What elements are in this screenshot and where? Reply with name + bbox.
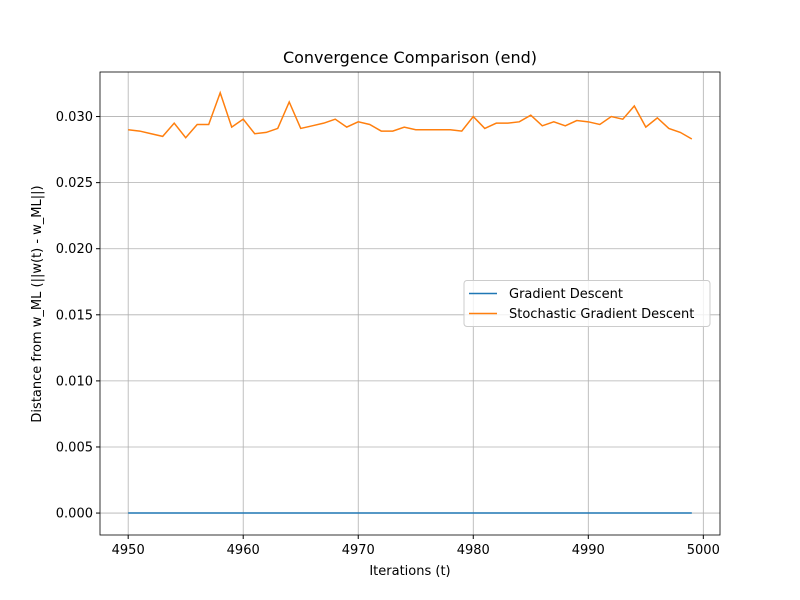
plot-frame: [99, 71, 721, 536]
y-tick-label: 0.010: [56, 374, 93, 389]
chart-title: Convergence Comparison (end): [283, 48, 537, 67]
x-tick-label: 4970: [342, 543, 375, 558]
x-axis-label: Iterations (t): [369, 564, 450, 579]
legend-label: Gradient Descent: [509, 287, 623, 302]
y-tick-label: 0.015: [56, 308, 93, 323]
x-tick-label: 4990: [572, 543, 605, 558]
x-tick-label: 4980: [457, 543, 490, 558]
series-line: [128, 90, 693, 140]
y-tick-label: 0.000: [56, 507, 93, 522]
x-tick-label: 5000: [687, 543, 720, 558]
y-tick-label: 0.025: [56, 176, 93, 191]
y-tick-label: 0.030: [56, 110, 93, 125]
legend-box: [463, 280, 711, 327]
y-tick-label: 0.020: [56, 242, 93, 257]
legend-label: Stochastic Gradient Descent: [509, 307, 694, 322]
legend: Gradient Descent Stochastic Gradient Desc…: [463, 280, 711, 327]
x-tick-label: 4960: [227, 543, 260, 558]
x-tick-label: 4950: [112, 543, 145, 558]
y-axis-label: Distance from w_ML (||w(t) - w_ML||): [30, 185, 45, 422]
y-tick-label: 0.005: [56, 440, 93, 455]
